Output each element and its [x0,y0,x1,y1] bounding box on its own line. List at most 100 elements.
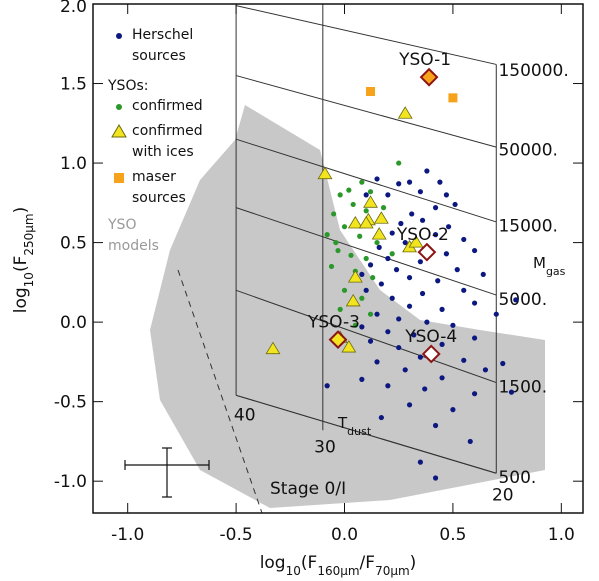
point [347,270,363,283]
legend-marker [116,33,122,39]
error-bar [124,447,210,498]
point [417,354,423,360]
point [359,376,365,382]
point [367,189,374,195]
point [328,263,335,270]
x-tick-label: 0.0 [331,525,358,545]
tdust_title: Tdust [337,414,372,438]
ylabel-part: 10 [22,272,36,287]
ylabel-part: (F [11,256,31,272]
xlabel-part: 160µm [317,564,359,578]
xlabel-part: 70µm [375,564,410,578]
source-label: YSO-2 [396,225,449,245]
point [347,215,363,229]
plot-frame [92,3,584,514]
tdust-label: 20 [492,485,514,505]
point [331,211,337,217]
point [393,267,400,273]
source-label: YSO-4 [404,327,457,347]
point [417,189,423,195]
legend-label: Herschel sources [132,27,194,64]
point [396,316,402,322]
point [335,247,341,254]
ylabel-part: ) [11,207,31,214]
point [398,220,404,227]
point [370,274,376,281]
point [359,179,365,185]
point [363,255,369,262]
point [513,297,519,303]
point [396,344,402,351]
point [374,176,380,182]
grid-line [235,138,497,223]
point [508,389,515,395]
y-tick-label: 1.0 [60,154,87,174]
point [432,422,439,429]
point [363,192,369,198]
point [352,322,358,328]
point [417,459,423,465]
point [437,179,443,185]
point [341,224,348,230]
legend-marker [114,173,124,183]
point [367,311,374,317]
point [461,236,467,243]
mgas_title-main: M [533,254,546,272]
point [363,287,369,293]
point [439,341,445,347]
point [348,252,354,258]
mgas-label: 15000. [498,217,557,237]
xlabel-part: (F [301,553,317,573]
legend-group-title: YSOs: [108,78,149,94]
point [359,271,365,278]
tdust_title-sub: dust [347,425,372,438]
point [367,262,374,268]
point [358,215,374,229]
point [408,235,424,248]
point [480,271,486,278]
point [265,341,281,355]
xlabel-part: log [260,553,286,573]
point [359,295,365,301]
point [443,192,450,198]
ylabel-part: 250µm [22,213,36,255]
yso-model-region [150,105,545,508]
point [366,86,376,96]
point [411,332,417,338]
x-tick-label: -1.0 [111,525,144,545]
point [417,259,423,265]
point [345,293,361,307]
point [406,179,413,185]
point [471,335,478,341]
point [493,311,499,317]
point [357,233,363,239]
points [265,86,519,481]
point [363,195,378,208]
point [450,322,456,328]
labeled-source [419,67,439,87]
grid-line [235,394,497,474]
x-tick-label: -0.5 [220,525,253,545]
ylabel-part: log [11,287,31,313]
point [419,290,426,297]
point [350,201,356,208]
point [373,211,389,224]
stage-label: Stage 0/I [270,479,346,499]
point [389,295,395,301]
y-tick-label: -0.5 [54,393,87,413]
point [471,247,478,254]
models-label: YSO models [108,217,159,254]
point [359,324,365,330]
tdust-label: 30 [314,438,336,458]
point [439,306,445,312]
point [482,367,489,373]
mgas-label: 5000. [498,290,547,310]
point [337,306,343,312]
point [333,239,339,246]
legend-label: confirmed [132,98,203,114]
point [389,230,395,236]
point [467,438,473,445]
mgas-label: 1500. [498,377,547,397]
